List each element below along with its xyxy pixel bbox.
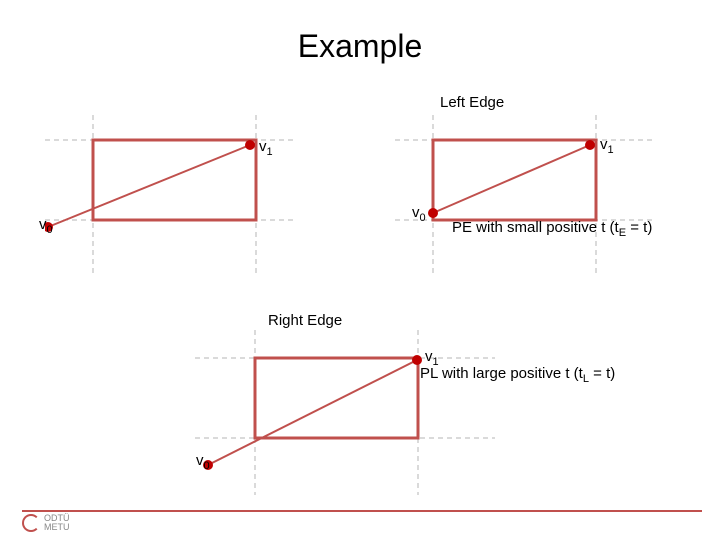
footer-logo: ODTÜ METU bbox=[22, 514, 70, 532]
diagram-bottom bbox=[195, 330, 515, 495]
pe-caption: PE with small positive t (tE = t) bbox=[452, 219, 652, 239]
pl-caption: PL with large positive t (tL = t) bbox=[420, 365, 615, 385]
metu-logo-icon bbox=[22, 514, 40, 532]
v1-label-tr: v1 bbox=[600, 136, 614, 156]
v0-label-b: v0 bbox=[196, 452, 210, 472]
footer-divider bbox=[22, 510, 702, 512]
v0-label-tr: v0 bbox=[412, 204, 426, 224]
diagram-top-right bbox=[395, 115, 695, 275]
v0-label-tl: v0 bbox=[39, 216, 53, 236]
diagram-top-left bbox=[45, 115, 295, 275]
logo-text: ODTÜ METU bbox=[44, 514, 70, 532]
page-title: Example bbox=[0, 28, 720, 65]
left-edge-label: Left Edge bbox=[440, 94, 504, 111]
v1-label-tl: v1 bbox=[259, 138, 273, 158]
right-edge-label: Right Edge bbox=[268, 312, 342, 329]
